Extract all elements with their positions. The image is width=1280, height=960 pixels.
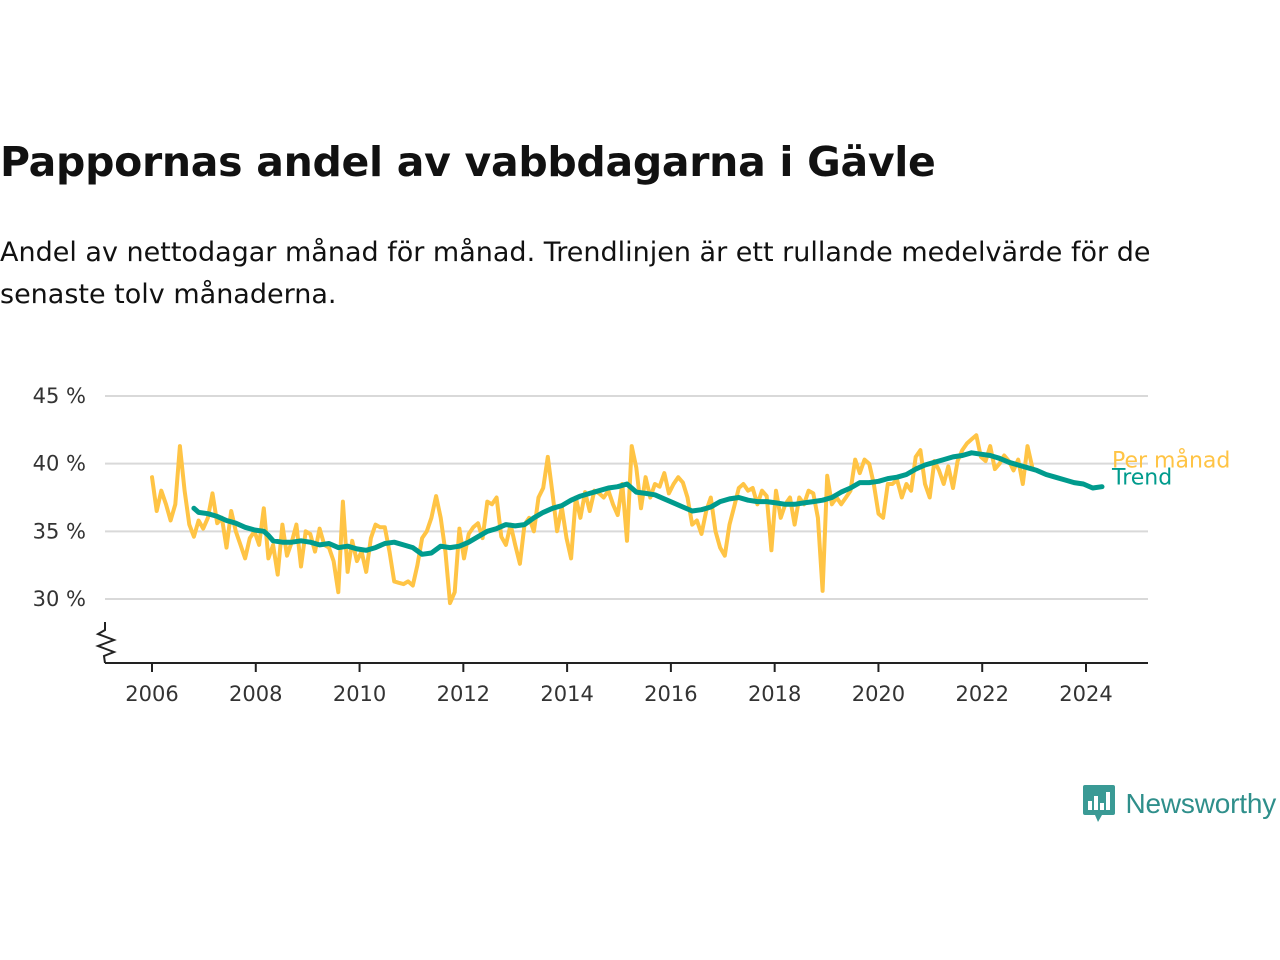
x-tick-label-2014: 2014 <box>540 682 593 706</box>
series-label-trend: Trend <box>1111 466 1172 491</box>
y-tick-label-35: 35 % <box>33 519 86 543</box>
logo-text: Newsworthy <box>1125 788 1277 819</box>
x-tick-label-2010: 2010 <box>333 682 386 706</box>
y-tick-label-45: 45 % <box>33 384 86 408</box>
x-axis-labels: 2006 2008 2010 2012 2014 2016 2018 2020 2022 2024 <box>125 682 1112 706</box>
x-tick-label-2016: 2016 <box>644 682 697 706</box>
grid-lines <box>105 395 1148 600</box>
chart-subtitle: Andel av nettodagar månad för månad. Tre… <box>0 237 1151 310</box>
x-tick-label-2020: 2020 <box>852 682 905 706</box>
y-tick-label-40: 40 % <box>33 452 86 476</box>
axis-break-icon <box>95 622 117 664</box>
x-tick-label-2012: 2012 <box>437 682 490 706</box>
x-tick-label-2024: 2024 <box>1059 682 1112 706</box>
series-line-trend <box>191 450 1105 557</box>
x-axis <box>95 622 1148 672</box>
x-tick-label-2018: 2018 <box>748 682 801 706</box>
series-line-per-manad <box>150 433 1035 606</box>
series-lines <box>150 433 1105 606</box>
y-axis-labels: 30 % 35 % 40 % 45 % <box>33 384 86 611</box>
x-tick-label-2022: 2022 <box>955 682 1008 706</box>
newsworthy-chart-bubble-icon <box>1082 785 1115 822</box>
series-label-per-manad: Per månad <box>1112 447 1230 473</box>
newsworthy-logo: Newsworthy <box>1082 784 1276 824</box>
chart-title: Pappornas andel av vabbdagarna i Gävle <box>0 138 936 186</box>
y-tick-label-30: 30 % <box>33 587 86 611</box>
x-tick-label-2006: 2006 <box>125 682 178 706</box>
line-chart: 30 % 35 % 40 % 45 % 2006 2008 2010 2012 2014 201… <box>33 384 1231 706</box>
x-tick-label-2008: 2008 <box>229 682 282 706</box>
